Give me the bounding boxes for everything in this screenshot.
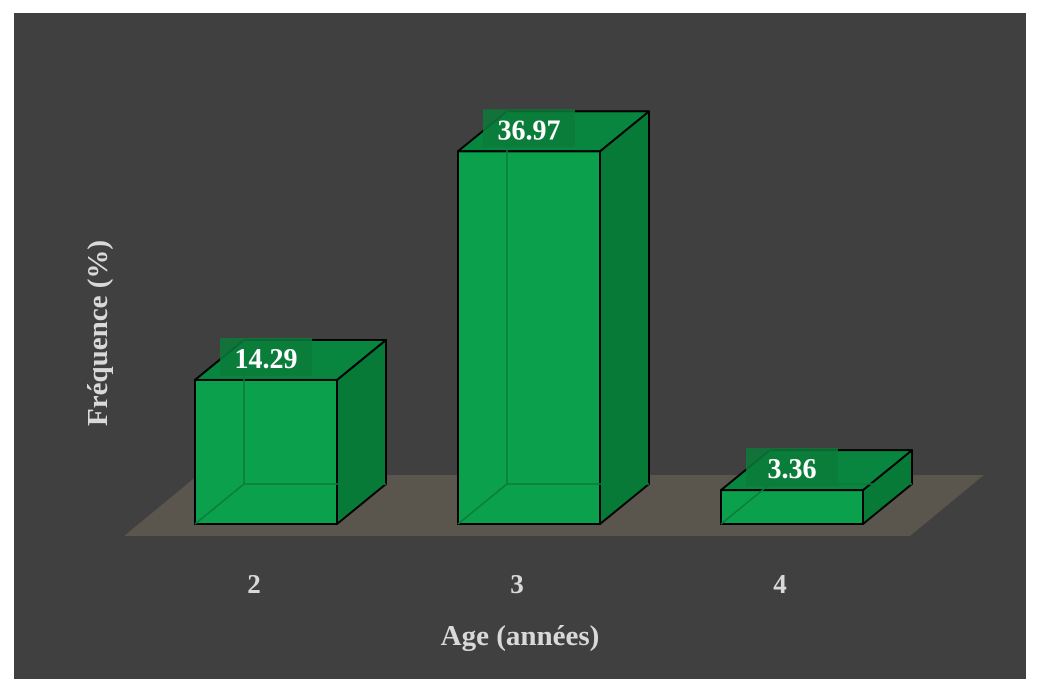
x-axis-label: Age (années) xyxy=(441,620,600,652)
bar-side-face xyxy=(599,110,650,525)
bar-front-face xyxy=(720,489,864,525)
data-label-box xyxy=(746,448,838,487)
data-label-box xyxy=(483,109,575,148)
data-label: 36.97 xyxy=(498,115,561,146)
data-label-box xyxy=(220,337,312,376)
data-label: 3.36 xyxy=(768,454,817,485)
data-label: 14.29 xyxy=(235,344,298,375)
x-tick-labels: 2 3 4 xyxy=(247,569,787,599)
y-axis-label: Fréquence (%) xyxy=(82,240,114,426)
chart-area: 14.29 36.97 3.36 2 3 4 Age (années) Fréquenc… xyxy=(14,13,1026,679)
bar-4: 3.36 xyxy=(720,448,913,525)
x-tick-label: 4 xyxy=(773,569,787,599)
bar-front-face xyxy=(194,378,338,525)
bar-3: 36.97 xyxy=(457,109,650,525)
x-tick-label: 3 xyxy=(510,569,524,599)
bar-front-face xyxy=(457,150,601,525)
bars-group: 14.29 36.97 3.36 xyxy=(194,109,913,525)
bar-chart: 14.29 36.97 3.36 2 3 4 Age (années) Fréquenc… xyxy=(82,109,984,652)
bar-2: 14.29 xyxy=(194,337,387,525)
x-tick-label: 2 xyxy=(247,569,261,599)
